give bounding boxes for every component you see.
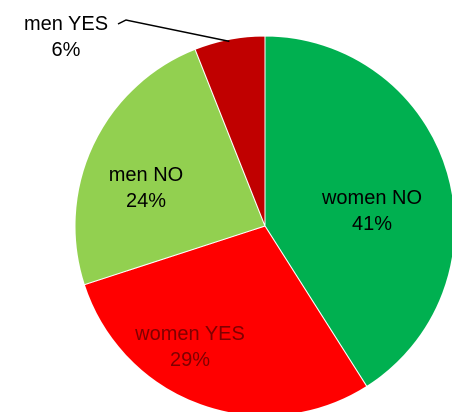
- slice-category-label: women YES: [134, 323, 245, 345]
- slice-label-men-no: men NO 24%: [109, 164, 183, 212]
- slice-label-men-yes: men YES 6%: [24, 13, 108, 61]
- pie-slices: [74, 35, 452, 412]
- pie-slice-men-no: [74, 48, 266, 286]
- slice-percent-label: 6%: [52, 39, 81, 61]
- slice-category-label: men NO: [109, 164, 183, 186]
- pie-slice-women-yes: [83, 225, 368, 412]
- slice-label-women-no: women NO 41%: [321, 187, 422, 235]
- leader-line-men-yes: [117, 19, 230, 43]
- slice-label-women-yes: women YES 29%: [134, 323, 245, 371]
- slice-category-label: men YES: [24, 13, 108, 35]
- leader-lines: [117, 19, 230, 43]
- pie-slice-men-yes: [194, 35, 266, 227]
- slice-percent-label: 29%: [170, 349, 210, 371]
- slice-labels: women NO 41% women YES 29% men NO 24% men YES 6…: [24, 13, 422, 371]
- slice-percent-label: 41%: [352, 213, 392, 235]
- slice-category-label: women NO: [321, 187, 422, 209]
- slice-percent-label: 24%: [126, 190, 166, 212]
